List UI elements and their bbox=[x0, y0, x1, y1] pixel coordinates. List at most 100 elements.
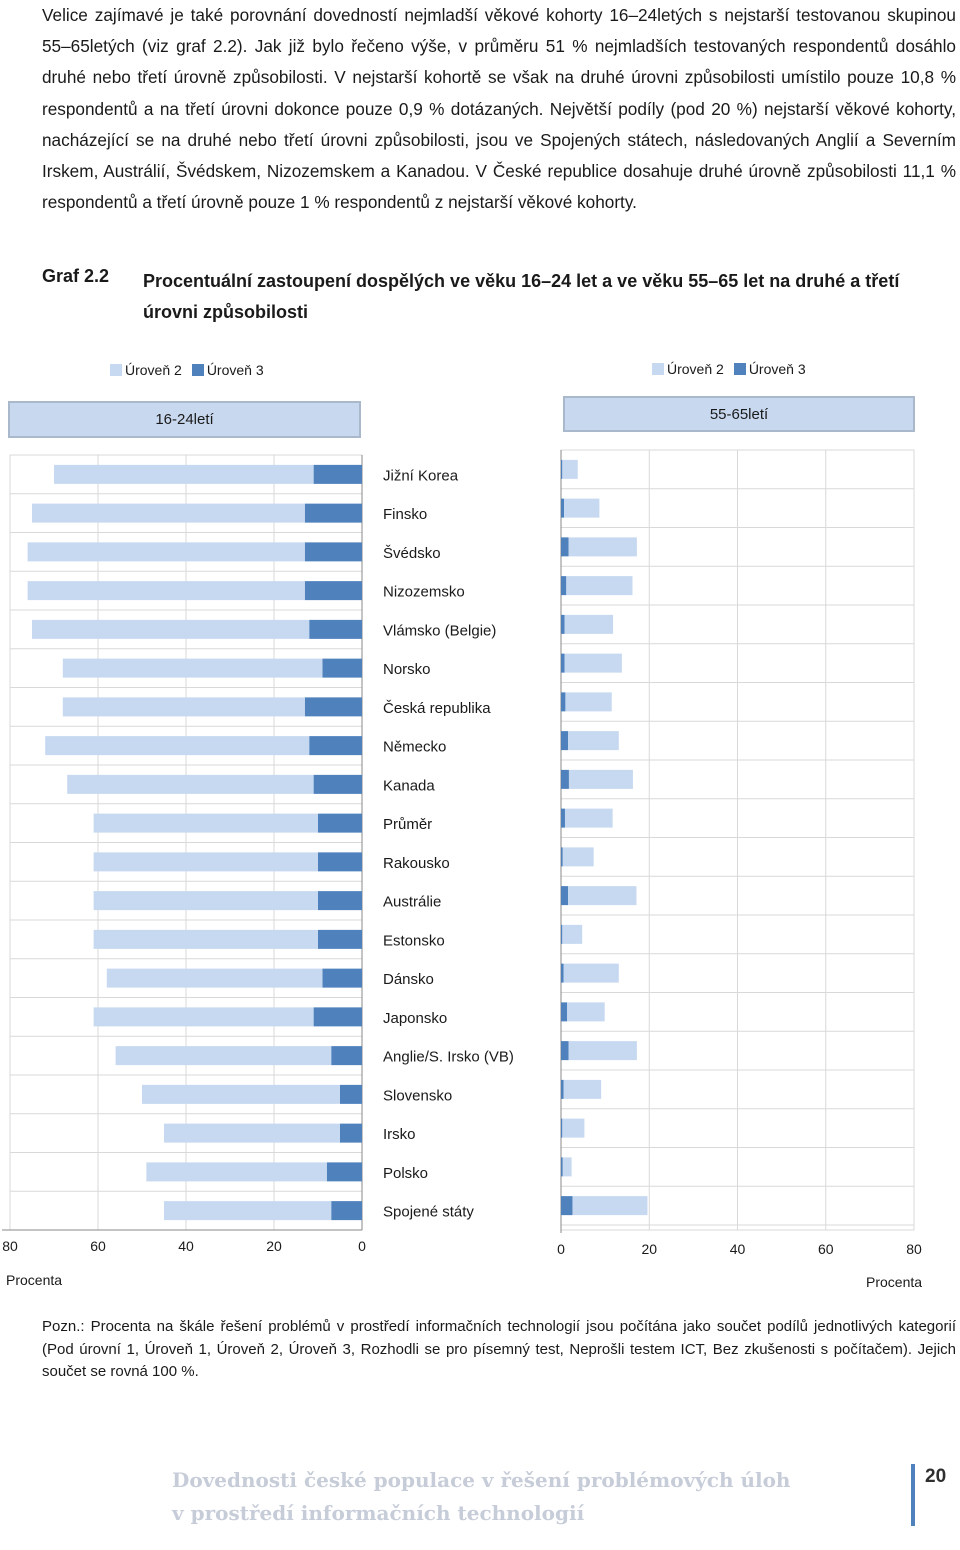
footer-title-line2: v prostředí informačních technologií bbox=[172, 1501, 585, 1525]
bar-16-24-level2 bbox=[106, 968, 323, 988]
tick-label-left: 60 bbox=[90, 1238, 106, 1254]
panel-header-left: 16-24letí bbox=[8, 401, 361, 438]
bar-16-24-level3 bbox=[322, 658, 362, 678]
legend-item-level2: Úroveň 2 bbox=[110, 362, 182, 378]
bar-16-24-level2 bbox=[32, 619, 310, 639]
bar-16-24-level3 bbox=[331, 1201, 362, 1221]
tick-label-left: 0 bbox=[358, 1238, 366, 1254]
bar-55-65-level2 bbox=[572, 1196, 648, 1216]
bar-16-24-level3 bbox=[340, 1084, 362, 1104]
bar-55-65-level2 bbox=[562, 924, 583, 944]
bar-16-24-level3 bbox=[318, 929, 362, 949]
bar-55-65-level2 bbox=[566, 576, 633, 596]
country-label: Spojené státy bbox=[383, 1204, 474, 1221]
axis-unit-right: Procenta bbox=[866, 1274, 923, 1290]
bar-55-65-level3 bbox=[561, 576, 567, 596]
bar-55-65-level3 bbox=[561, 1157, 563, 1177]
bar-55-65-level3 bbox=[561, 1079, 564, 1099]
legend-label-level3: Úroveň 3 bbox=[206, 362, 264, 378]
country-label: Austrálie bbox=[383, 894, 441, 911]
country-label: Švédsko bbox=[383, 545, 441, 562]
bar-55-65-level2 bbox=[562, 459, 578, 479]
bar-55-65-level3 bbox=[561, 847, 563, 867]
bar-55-65-level2 bbox=[563, 1079, 602, 1099]
bar-16-24-level2 bbox=[27, 542, 305, 562]
legend-swatch-level2 bbox=[652, 363, 664, 375]
bar-16-24-level3 bbox=[304, 697, 362, 717]
footnote: Pozn.: Procenta na škále řešení problémů… bbox=[42, 1318, 956, 1380]
bar-55-65-level3 bbox=[561, 614, 565, 634]
legend-item-level3: Úroveň 3 bbox=[733, 361, 806, 377]
bar-16-24-level2 bbox=[93, 813, 318, 833]
country-label: Polsko bbox=[383, 1165, 428, 1182]
bar-16-24-level3 bbox=[313, 464, 362, 484]
tick-label-left: 80 bbox=[2, 1238, 18, 1254]
legend-swatch-level2 bbox=[110, 364, 122, 376]
footer-divider bbox=[911, 1464, 915, 1526]
bar-55-65-level3 bbox=[561, 808, 565, 828]
right-panel-bars bbox=[561, 459, 648, 1216]
tick-label-left: 40 bbox=[178, 1238, 194, 1254]
bar-55-65-level3 bbox=[561, 1118, 563, 1138]
bar-55-65-level3 bbox=[561, 459, 563, 479]
bar-16-24-level2 bbox=[32, 503, 305, 523]
bar-16-24-level2 bbox=[54, 464, 314, 484]
axis-ticks: 80 60 40 20 0 0 20 40 60 80 bbox=[2, 1238, 922, 1257]
tick-label-right: 80 bbox=[906, 1241, 922, 1257]
bar-55-65-level3 bbox=[561, 1002, 568, 1022]
tick-label-right: 20 bbox=[641, 1241, 657, 1257]
country-label: Vlámsko (Belgie) bbox=[383, 622, 496, 639]
bar-55-65-level2 bbox=[568, 537, 637, 557]
country-labels: Jižní Korea Finsko Švédsko Nizozemsko Vlámsk… bbox=[383, 467, 514, 1220]
bar-55-65-level2 bbox=[564, 614, 614, 634]
bar-55-65-level2 bbox=[562, 1118, 585, 1138]
country-label: Česká republika bbox=[383, 700, 491, 717]
figure-title: Procentuální zastoupení dospělých ve věk… bbox=[143, 271, 900, 322]
bar-16-24-level2 bbox=[27, 581, 305, 601]
footer-title: Dovednosti české populace v řešení probl… bbox=[172, 1464, 892, 1530]
country-label: Kanada bbox=[383, 777, 435, 794]
bar-16-24-level2 bbox=[164, 1201, 332, 1221]
chart-canvas: Jižní Korea Finsko Švédsko Nizozemsko Vlámsk… bbox=[2, 449, 922, 1257]
bar-16-24-level3 bbox=[322, 968, 362, 988]
bar-55-65-level2 bbox=[564, 653, 622, 673]
bar-55-65-level2 bbox=[568, 731, 619, 751]
country-label: Finsko bbox=[383, 506, 427, 523]
bar-16-24-level2 bbox=[93, 891, 318, 911]
bar-16-24-level3 bbox=[304, 542, 362, 562]
right-panel-grid bbox=[560, 449, 915, 1233]
bar-55-65-level2 bbox=[563, 963, 619, 983]
bar-16-24-level3 bbox=[318, 813, 362, 833]
bar-55-65-level2 bbox=[565, 692, 612, 712]
bar-55-65-level2 bbox=[564, 808, 613, 828]
page-number: 20 bbox=[925, 1466, 947, 1487]
bar-16-24-level3 bbox=[318, 891, 362, 911]
bar-16-24-level3 bbox=[326, 1162, 362, 1182]
left-panel-grid bbox=[2, 454, 363, 1231]
country-label: Německo bbox=[383, 739, 446, 756]
bar-55-65-level3 bbox=[561, 498, 565, 518]
bar-16-24-level2 bbox=[115, 1046, 332, 1066]
legend-item-level3: Úroveň 3 bbox=[191, 362, 264, 378]
bar-16-24-level3 bbox=[340, 1123, 362, 1143]
country-label: Průměr bbox=[383, 816, 432, 833]
bar-55-65-level3 bbox=[561, 924, 563, 944]
footer-title-line1: Dovednosti české populace v řešení probl… bbox=[172, 1468, 791, 1492]
legend-right: Úroveň 2 Úroveň 3 bbox=[652, 361, 816, 377]
country-label: Dánsko bbox=[383, 971, 434, 988]
bar-55-65-level3 bbox=[561, 886, 569, 906]
bar-16-24-level2 bbox=[45, 736, 310, 756]
tick-label-right: 40 bbox=[730, 1241, 746, 1257]
bar-16-24-level3 bbox=[331, 1046, 362, 1066]
bar-55-65-level3 bbox=[561, 537, 569, 557]
bar-16-24-level2 bbox=[93, 929, 318, 949]
left-panel-bars bbox=[27, 464, 362, 1221]
bar-16-24-level2 bbox=[142, 1084, 340, 1104]
bar-16-24-level3 bbox=[309, 619, 362, 639]
bar-55-65-level2 bbox=[562, 1157, 572, 1177]
bar-55-65-level2 bbox=[564, 498, 600, 518]
country-label: Jižní Korea bbox=[383, 467, 459, 484]
bar-16-24-level2 bbox=[67, 774, 314, 794]
bar-16-24-level3 bbox=[313, 1007, 362, 1027]
bar-55-65-level2 bbox=[562, 847, 594, 867]
